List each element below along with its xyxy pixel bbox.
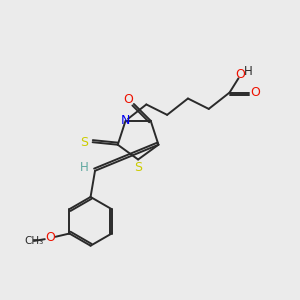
Text: N: N: [121, 114, 130, 127]
Text: H: H: [244, 65, 253, 78]
Text: O: O: [123, 93, 133, 106]
Text: CH₃: CH₃: [25, 236, 44, 246]
Text: O: O: [250, 86, 260, 99]
Text: H: H: [80, 161, 89, 174]
Text: O: O: [45, 232, 55, 244]
Text: S: S: [80, 136, 88, 149]
Text: S: S: [134, 161, 142, 174]
Text: O: O: [235, 68, 245, 81]
